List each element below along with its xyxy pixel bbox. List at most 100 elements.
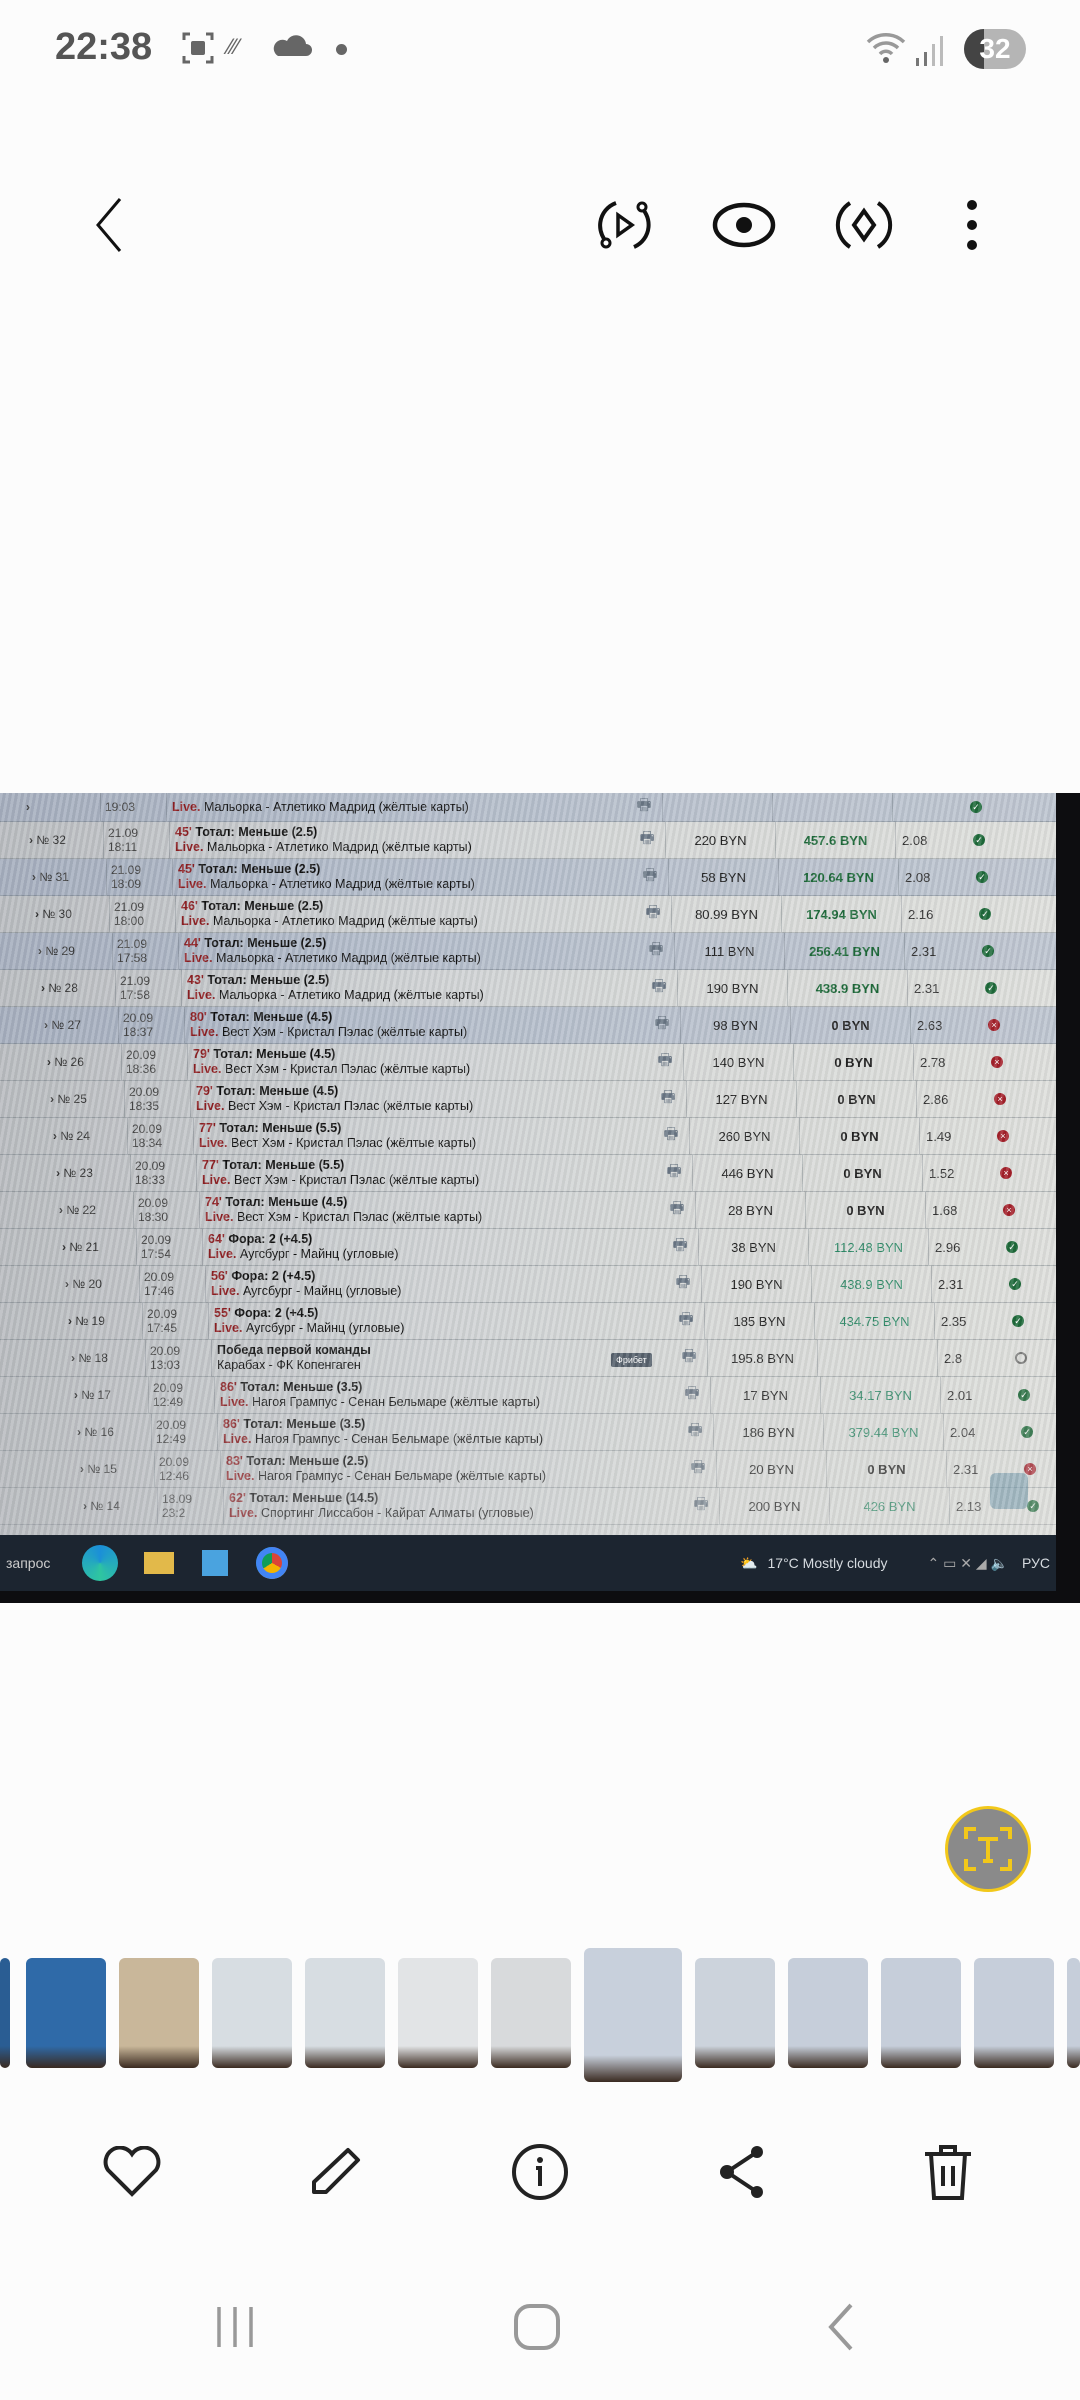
search-box-fragment: запрос	[6, 1555, 51, 1571]
bet-datetime: 20.09 18:33	[130, 1155, 196, 1191]
more-options-button[interactable]	[937, 190, 1007, 260]
bet-number[interactable]: № 22	[33, 1203, 133, 1217]
bet-stake: 17 BYN	[710, 1377, 820, 1413]
bet-description: Победа первой команды Карабах - ФК Копен…	[211, 1340, 611, 1376]
bet-number[interactable]: № 32	[3, 833, 103, 847]
check-circle-icon: ✓	[970, 801, 982, 813]
bet-stake: 20 BYN	[716, 1451, 826, 1487]
status-bar: 22:38 ⁄⁄⁄ 32	[0, 0, 1080, 100]
print-icon[interactable]: 🖶	[687, 1421, 703, 1439]
thumbnail[interactable]	[119, 1958, 199, 2068]
thumbnail[interactable]	[26, 1958, 106, 2068]
favorite-button[interactable]	[97, 2137, 167, 2207]
print-icon[interactable]: 🖶	[690, 1458, 706, 1476]
bet-date: 20.09	[126, 1048, 157, 1062]
thumbnail[interactable]	[212, 1958, 292, 2068]
thumbnail[interactable]	[974, 1958, 1054, 2068]
print-icon[interactable]: 🖶	[681, 1347, 697, 1365]
print-icon[interactable]: 🖶	[660, 1088, 676, 1106]
bet-number[interactable]: № 25	[24, 1092, 124, 1106]
bet-number[interactable]: № 18	[45, 1351, 145, 1365]
bet-number[interactable]: № 14	[57, 1499, 157, 1513]
edit-button[interactable]	[301, 2137, 371, 2207]
bet-date: 20.09	[138, 1196, 169, 1210]
motion-photo-button[interactable]	[589, 190, 659, 260]
print-icon[interactable]: 🖶	[666, 1162, 682, 1180]
print-icon[interactable]: 🖶	[678, 1310, 694, 1328]
bet-event: Мальорка - Атлетико Мадрид (жёлтые карты…	[206, 840, 472, 854]
bet-description: 45' Тотал: Меньше (2.5) Live. Мальорка -…	[169, 822, 569, 858]
bet-number[interactable]: № 17	[48, 1388, 148, 1402]
rotate-button[interactable]	[829, 190, 899, 260]
thumbnail-strip[interactable]	[0, 1948, 1080, 2084]
thumbnail[interactable]	[398, 1958, 478, 2068]
print-icon[interactable]: 🖶	[651, 977, 667, 995]
bet-number[interactable]: № 31	[6, 870, 106, 884]
bet-stake: 58 BYN	[668, 859, 778, 895]
print-icon[interactable]: 🖶	[639, 829, 655, 847]
print-icon[interactable]: 🖶	[672, 1236, 688, 1254]
print-icon[interactable]: 🖶	[654, 1014, 670, 1032]
back-button[interactable]	[75, 190, 145, 260]
photo-viewer-image[interactable]: 19:03 Live. Мальорка - Атлетико Мадрид (…	[0, 793, 1080, 1603]
eye-button[interactable]	[709, 190, 779, 260]
thumbnail[interactable]	[881, 1958, 961, 2068]
print-icon[interactable]: 🖶	[675, 1273, 691, 1291]
bet-market: Тотал: Меньше (2.5)	[198, 862, 321, 876]
print-icon[interactable]: 🖶	[636, 796, 652, 814]
print-icon[interactable]: 🖶	[642, 866, 658, 884]
live-label: Live.	[175, 840, 204, 854]
bet-number[interactable]: № 28	[15, 981, 115, 995]
thumbnail[interactable]	[695, 1958, 775, 2068]
bet-stake	[662, 793, 772, 821]
print-icon[interactable]: 🖶	[684, 1384, 700, 1402]
bet-row: 19:03 Live. Мальорка - Атлетико Мадрид (…	[0, 793, 1056, 822]
print-icon[interactable]: 🖶	[669, 1199, 685, 1217]
bet-number[interactable]: № 26	[21, 1055, 121, 1069]
thumbnail[interactable]	[491, 1958, 571, 2068]
system-back-button[interactable]	[805, 2295, 875, 2359]
bet-number[interactable]: № 30	[9, 907, 109, 921]
thumbnail[interactable]	[584, 1948, 682, 2082]
bet-datetime: 21.09 17:58	[115, 970, 181, 1006]
wifi-icon	[866, 30, 906, 71]
print-icon[interactable]: 🖶	[663, 1125, 679, 1143]
bet-number[interactable]: № 29	[12, 944, 112, 958]
recents-button[interactable]	[200, 2295, 270, 2359]
bet-number[interactable]: № 19	[42, 1314, 142, 1328]
bet-number[interactable]: № 16	[51, 1425, 151, 1439]
bet-odds: 2.08	[895, 822, 959, 858]
live-label: Live.	[226, 1469, 255, 1483]
file-explorer-icon	[144, 1552, 174, 1574]
bet-minute: 43'	[187, 973, 204, 987]
bet-number[interactable]: № 21	[36, 1240, 136, 1254]
thumbnail[interactable]	[0, 1958, 10, 2068]
bet-stake: 186 BYN	[713, 1414, 823, 1450]
bet-number[interactable]: № 20	[39, 1277, 139, 1291]
bet-number[interactable]	[0, 800, 100, 814]
bet-market: Тотал: Меньше (4.5)	[210, 1010, 333, 1024]
bet-number[interactable]: № 27	[18, 1018, 118, 1032]
bet-number[interactable]: № 24	[27, 1129, 127, 1143]
delete-button[interactable]	[913, 2137, 983, 2207]
bet-payout: 256.41 BYN	[784, 933, 904, 969]
share-button[interactable]	[707, 2137, 777, 2207]
print-icon[interactable]: 🖶	[648, 940, 664, 958]
print-icon[interactable]: 🖶	[693, 1495, 709, 1513]
bet-number[interactable]: № 15	[54, 1462, 154, 1476]
text-recognition-button[interactable]	[945, 1806, 1031, 1892]
bet-number[interactable]: № 23	[30, 1166, 130, 1180]
thumbnail[interactable]	[305, 1958, 385, 2068]
thumbnail[interactable]	[1067, 1958, 1080, 2068]
details-button[interactable]	[505, 2137, 575, 2207]
bet-time: 18:30	[138, 1210, 169, 1224]
bet-minute: 56'	[211, 1269, 228, 1283]
print-icon[interactable]: 🖶	[657, 1051, 673, 1069]
home-button[interactable]	[502, 2295, 572, 2359]
thumbnail[interactable]	[788, 1958, 868, 2068]
bet-payout: 438.9 BYN	[787, 970, 907, 1006]
print-icon[interactable]: 🖶	[645, 903, 661, 921]
bet-time: 17:58	[120, 988, 151, 1002]
